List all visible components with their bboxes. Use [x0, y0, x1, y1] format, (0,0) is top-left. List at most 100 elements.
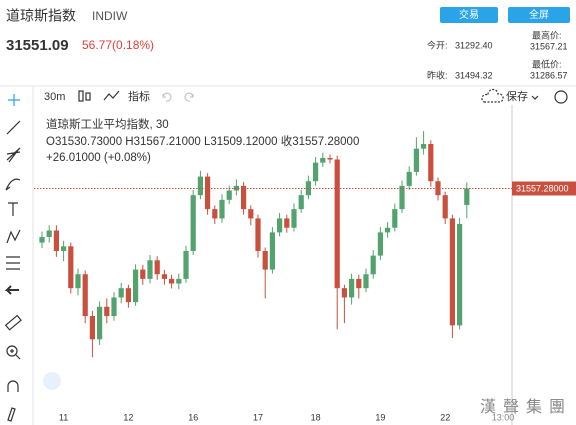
undo[interactable]: [162, 92, 172, 102]
candle-body: [197, 176, 203, 196]
settings[interactable]: [554, 90, 568, 104]
candle-body: [327, 157, 333, 160]
toolbar-left: [4, 94, 22, 422]
candle-body: [449, 218, 455, 326]
text-tool[interactable]: [8, 202, 18, 216]
fib[interactable]: [6, 147, 21, 163]
candle-body: [291, 209, 297, 228]
chart-logo: [43, 372, 61, 390]
fullscreen-button[interactable]: [508, 7, 570, 23]
save-menu[interactable]: [531, 95, 539, 100]
price-change: 56.77(0.18%): [82, 38, 154, 52]
candle-body: [262, 250, 268, 270]
candle-body: [97, 306, 103, 340]
candle-body: [363, 274, 369, 289]
candle-body: [341, 288, 347, 298]
redo[interactable]: [184, 92, 194, 102]
candle-body: [334, 159, 340, 289]
candle-body: [154, 260, 160, 275]
candle-body: [421, 144, 427, 149]
candle-body: [61, 246, 67, 251]
legend-ohlc: O31530.73000 H31567.21000 L31509.12000 收…: [46, 134, 359, 148]
low-label: 最低价:: [532, 58, 562, 69]
time-cursor-label: 13:00: [492, 412, 515, 422]
candle-body: [255, 218, 261, 251]
candle-body: [226, 190, 232, 200]
candle-body: [385, 227, 391, 233]
low-value: 31286.57: [530, 70, 568, 80]
trade-button[interactable]: [440, 7, 498, 23]
candle-body: [39, 237, 45, 243]
last-price-label: 31557.28000: [516, 183, 569, 193]
candle-body: [377, 232, 383, 256]
open-value: 31292.40: [455, 40, 493, 50]
x-tick-label: 19: [375, 412, 385, 422]
candle-body: [205, 176, 211, 210]
candle-body: [118, 288, 124, 298]
candle-body: [464, 188, 470, 205]
ruler[interactable]: [4, 314, 22, 331]
x-tick-label: 12: [123, 412, 133, 422]
open-label: 今开:: [427, 39, 448, 50]
trend-line[interactable]: [6, 120, 21, 135]
watermark: 漢聲集團: [480, 398, 572, 416]
trade-button-label[interactable]: 交易: [459, 8, 479, 21]
candle-body: [212, 209, 218, 219]
prev-close-value: 31494.32: [455, 70, 493, 80]
candle-body: [111, 297, 117, 317]
zoom[interactable]: [6, 345, 18, 357]
candle-body: [147, 260, 153, 279]
price: 31551.09: [6, 37, 69, 54]
cloud-icon[interactable]: [481, 88, 504, 103]
candle-type-icon[interactable]: [78, 90, 91, 102]
candle-body: [161, 274, 167, 279]
fullscreen-button-label[interactable]: 全屏: [529, 8, 549, 21]
prediction[interactable]: [6, 256, 20, 270]
candle-body: [284, 218, 290, 228]
candle-body: [46, 230, 52, 238]
pattern[interactable]: [6, 229, 21, 244]
back[interactable]: [4, 285, 19, 295]
last-price-tag: [512, 181, 576, 196]
candle-body: [392, 209, 398, 228]
x-tick-label: 17: [253, 412, 263, 422]
index-code: INDIW: [92, 9, 128, 23]
candle-body: [133, 269, 139, 303]
candle-body: [68, 246, 74, 289]
candle-body: [277, 218, 283, 233]
interval[interactable]: 30m: [44, 91, 65, 103]
x-tick-label: 11: [59, 412, 68, 422]
candle-body: [241, 185, 247, 210]
prev-close-label: 昨收:: [427, 69, 448, 80]
save[interactable]: 保存: [506, 89, 528, 103]
candle-body: [428, 144, 434, 182]
candle-body: [349, 278, 355, 298]
candle-body: [457, 224, 463, 326]
candle-body: [248, 209, 254, 219]
candle-body: [370, 255, 376, 275]
legend-title: 道琼斯工业平均指数, 30: [46, 117, 169, 131]
candle-body: [219, 199, 225, 219]
trash[interactable]: [7, 407, 16, 422]
x-tick-label: 16: [188, 412, 198, 422]
candle-body: [435, 181, 441, 196]
crosshair[interactable]: [8, 94, 20, 106]
x-tick-label: 18: [311, 412, 321, 422]
candle-body: [82, 274, 88, 317]
candle-body: [190, 195, 196, 251]
candle-body: [169, 278, 175, 284]
indicator-icon[interactable]: [103, 90, 120, 101]
x-tick-label: 22: [440, 412, 450, 422]
candle-body: [442, 195, 448, 219]
brush[interactable]: [5, 178, 21, 191]
candle-body: [75, 274, 81, 289]
candle-body: [413, 148, 419, 172]
legend-change: +26.01000 (+0.08%): [46, 152, 151, 164]
magnet[interactable]: [7, 380, 19, 392]
candle-body: [140, 269, 146, 279]
candle-body: [104, 306, 110, 317]
indicators[interactable]: 指标: [128, 89, 150, 103]
index-name: 道琼斯指数: [6, 8, 76, 24]
candle-body: [298, 195, 304, 210]
